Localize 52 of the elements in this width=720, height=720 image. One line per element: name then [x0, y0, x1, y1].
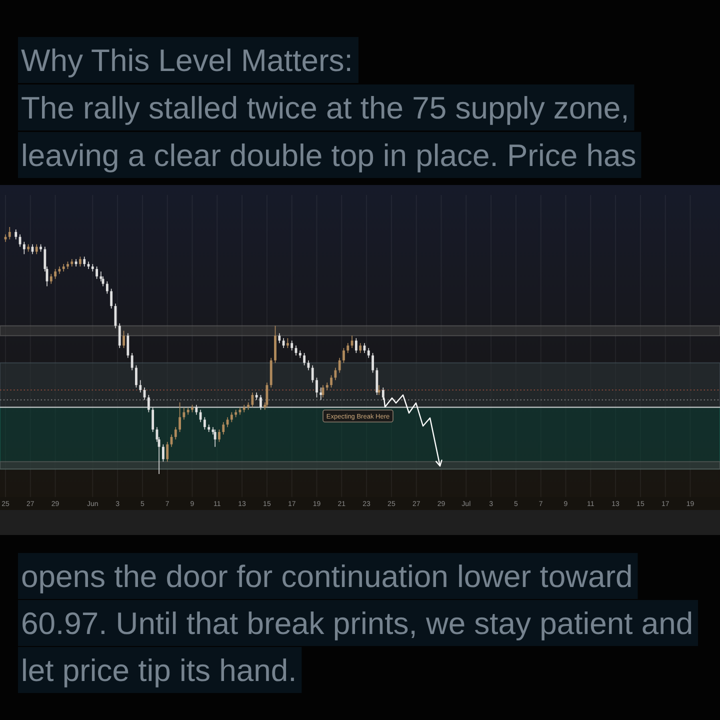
candlestick	[251, 392, 254, 408]
candlestick	[334, 367, 337, 381]
candlestick	[204, 416, 206, 430]
candlestick	[110, 288, 113, 309]
candlestick	[260, 394, 262, 410]
candlestick	[278, 332, 281, 344]
candlestick	[303, 352, 306, 366]
candlestick	[14, 229, 18, 240]
candlestick	[118, 322, 121, 348]
candlestick	[346, 342, 350, 354]
candlestick	[290, 340, 294, 351]
candlestick	[214, 429, 216, 448]
candlestick	[122, 330, 125, 348]
candlestick	[376, 367, 378, 396]
candlestick	[320, 387, 322, 400]
candlestick	[106, 280, 108, 294]
candlestick	[195, 404, 198, 416]
candlestick	[382, 387, 384, 400]
candlestick	[311, 364, 314, 384]
candlestick	[330, 374, 332, 388]
candlestick	[367, 348, 370, 358]
candlestick	[96, 266, 98, 280]
candlestick	[54, 268, 56, 280]
candlestick	[316, 377, 318, 398]
candlestick	[222, 422, 225, 435]
candlestick	[178, 402, 181, 432]
candlestick	[147, 394, 150, 413]
candlestick	[22, 241, 26, 255]
candlestick	[152, 406, 154, 432]
candlestick	[126, 332, 130, 358]
candlestick	[139, 380, 142, 393]
candlestick	[162, 444, 164, 462]
candlestick	[79, 256, 82, 267]
candlestick	[230, 412, 233, 423]
candlestick	[166, 441, 169, 462]
candlestick	[174, 426, 177, 440]
candlestick	[338, 358, 341, 374]
candlestick	[130, 352, 134, 371]
candlestick	[359, 342, 362, 354]
chart-title: Why This Level Matters:	[21, 43, 353, 78]
candlestick	[218, 429, 220, 442]
candlestick	[35, 244, 38, 255]
candlestick	[354, 338, 358, 354]
candlestick	[282, 338, 285, 348]
candlestick	[83, 256, 86, 267]
candlestick	[342, 348, 345, 364]
candlestick	[50, 274, 52, 284]
candlestick	[135, 364, 138, 388]
candlestick	[286, 338, 289, 348]
candlestick	[199, 409, 202, 423]
candlestick	[372, 352, 374, 374]
text: The rally stalled twice at the 75 supply zone, leaving a clear double top in place. Price has	[21, 90, 636, 173]
